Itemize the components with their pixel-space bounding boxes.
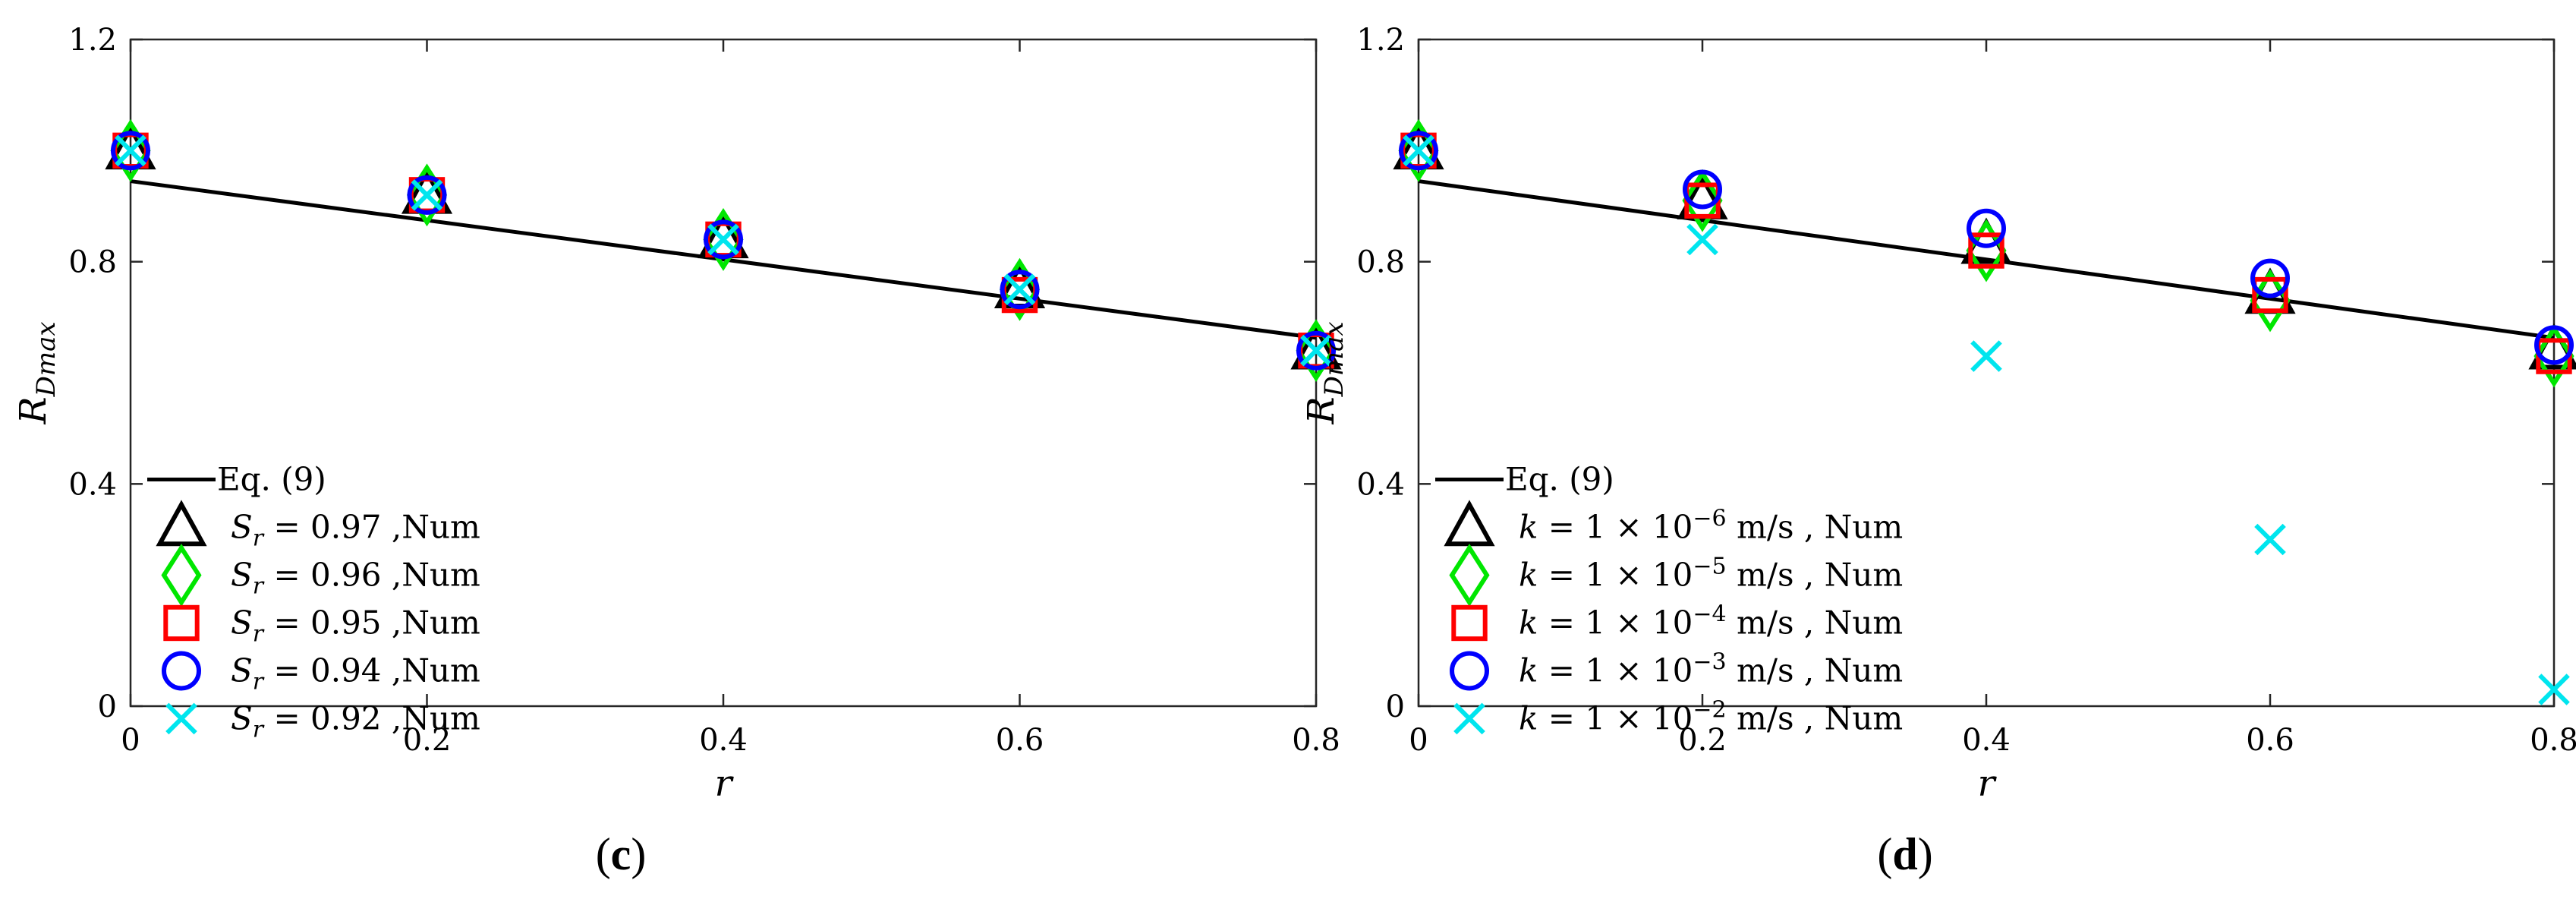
panel-label: (c) <box>596 829 647 879</box>
legend-label: Sr = 0.97 ,Num <box>231 508 480 551</box>
data-point-diamond <box>1682 169 1723 232</box>
data-point-circle <box>1296 330 1336 371</box>
data-point-circle <box>407 175 447 215</box>
legend-marker-diamond <box>1449 544 1490 607</box>
legend-marker-diamond <box>161 544 202 607</box>
plot-frame <box>129 38 1318 708</box>
legend-label-eq9: Eq. (9) <box>1505 460 1614 497</box>
series-circle <box>111 131 1336 371</box>
series-x <box>1403 134 2570 705</box>
data-point-circle <box>1000 270 1040 310</box>
data-point-x <box>115 134 146 167</box>
legend-label-eq9: Eq. (9) <box>217 460 326 497</box>
series-x <box>115 134 1332 367</box>
x-axis-label: r <box>1978 762 1998 805</box>
data-point-x <box>1403 134 1434 167</box>
y-axis-label: RDmax <box>1300 321 1349 424</box>
data-point-x <box>1970 340 2002 372</box>
x-tick-label: 0.2 <box>403 723 452 758</box>
y-axis-label: RDmax <box>12 321 61 424</box>
legend-label: Sr = 0.92 ,Num <box>231 699 480 743</box>
data-point-x <box>707 223 739 256</box>
y-tick-label: 0.4 <box>68 467 117 502</box>
data-point-x <box>411 179 443 211</box>
data-point-circle <box>704 219 743 260</box>
legend-label: k = 1 × 10−6 m/s , Num <box>1519 505 1903 545</box>
y-tick-label: 0 <box>98 689 117 724</box>
series-circle <box>1399 131 2574 365</box>
x-tick-label: 0.6 <box>2246 723 2294 758</box>
legend: Eq. (9) k = 1 × 10−6 m/s , Num k = 1 × 10−… <box>1435 460 1903 737</box>
eq9-line <box>130 179 1317 340</box>
legend-marker-square <box>163 604 200 642</box>
data-point-square <box>1968 232 2004 269</box>
legend-label: k = 1 × 10−5 m/s , Num <box>1519 553 1903 593</box>
legend-marker-square <box>1451 604 1488 642</box>
x-tick-label: 0.6 <box>996 723 1044 758</box>
legend-marker-x <box>165 702 197 735</box>
data-point-diamond <box>2533 324 2574 388</box>
x-tick-label: 0.8 <box>2530 723 2576 758</box>
data-point-circle <box>2250 258 2290 298</box>
legend-label: k = 1 × 10−4 m/s , Num <box>1519 601 1903 641</box>
plot-frame <box>1417 38 2556 708</box>
data-point-circle <box>2534 325 2574 365</box>
y-tick-label: 0.8 <box>1356 245 1405 280</box>
x-tick-label: 0 <box>121 723 140 758</box>
chart-panel-c: 0 0.2 0.4 0.6 0.8 0 0.4 0.8 1.2 r RDmax Eq. (9) Sr =… <box>12 23 1342 879</box>
y-tick-label: 0 <box>1386 689 1405 724</box>
x-tick-label: 0.4 <box>699 723 748 758</box>
data-point-circle <box>1683 169 1722 210</box>
data-point-circle <box>1399 131 1438 171</box>
legend-label: Sr = 0.96 ,Num <box>231 556 480 599</box>
y-tick-label: 1.2 <box>1356 23 1405 58</box>
legend: Eq. (9) Sr = 0.97 ,Num Sr = 0.96 ,Num Sr = … <box>147 460 480 743</box>
y-tick-label: 0.8 <box>68 245 117 280</box>
data-point-x <box>2538 674 2570 705</box>
data-point-x <box>1003 273 1036 306</box>
x-tick-label: 0 <box>1409 723 1428 758</box>
legend-label: Sr = 0.95 ,Num <box>231 604 480 647</box>
x-tick-label: 0.4 <box>1962 723 2011 758</box>
data-point-x <box>1300 334 1332 367</box>
data-point-circle <box>111 131 150 171</box>
x-tick-label: 0.8 <box>1292 723 1340 758</box>
data-point-x <box>2254 523 2286 556</box>
legend-marker-circle <box>162 651 201 691</box>
legend-label: k = 1 × 10−2 m/s , Num <box>1519 696 1903 737</box>
data-point-circle <box>1967 208 2006 248</box>
data-point-square <box>2252 276 2288 314</box>
panel-label: (d) <box>1877 829 1932 879</box>
x-axis-label: r <box>715 762 735 805</box>
y-tick-label: 0.4 <box>1356 467 1405 502</box>
legend-marker-x <box>1453 702 1485 735</box>
legend-marker-circle <box>1450 651 1489 691</box>
data-point-x <box>1686 223 1718 256</box>
x-tick-label: 0.2 <box>1678 723 1727 758</box>
legend-label: k = 1 × 10−3 m/s , Num <box>1519 648 1903 689</box>
chart-panel-d: 0 0.2 0.4 0.6 0.8 0 0.4 0.8 1.2 r RDmax Eq. (9) k = … <box>1300 23 2576 879</box>
legend-label: Sr = 0.94 ,Num <box>231 651 480 695</box>
y-tick-label: 1.2 <box>68 23 117 58</box>
